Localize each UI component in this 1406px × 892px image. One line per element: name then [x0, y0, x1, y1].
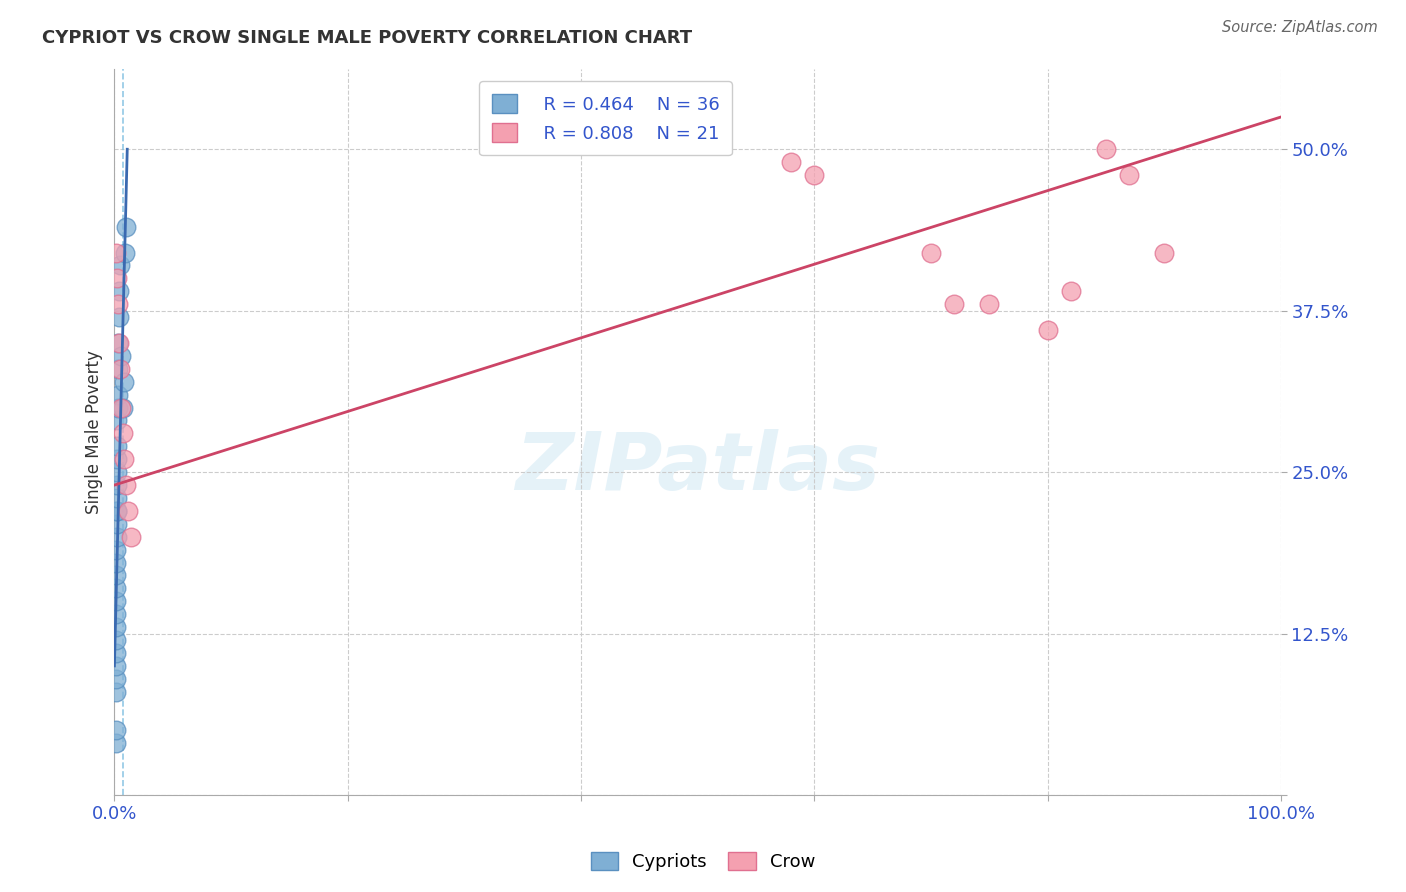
- Point: [104, 556, 127, 570]
- Point: [108, 310, 131, 325]
- Point: [105, 530, 128, 544]
- Point: [104, 646, 127, 660]
- Point: [920, 245, 942, 260]
- Point: [104, 633, 127, 648]
- Text: ZIPatlas: ZIPatlas: [515, 429, 880, 508]
- Point: [105, 413, 128, 427]
- Point: [104, 582, 127, 596]
- Point: [105, 478, 128, 492]
- Point: [115, 478, 138, 492]
- Point: [105, 271, 128, 285]
- Point: [107, 297, 129, 311]
- Point: [1118, 168, 1140, 182]
- Point: [105, 504, 128, 518]
- Point: [115, 219, 138, 234]
- Point: [979, 297, 1001, 311]
- Point: [104, 607, 127, 622]
- Text: Source: ZipAtlas.com: Source: ZipAtlas.com: [1222, 20, 1378, 35]
- Point: [105, 465, 128, 479]
- Point: [117, 504, 139, 518]
- Legend:   R = 0.464    N = 36,   R = 0.808    N = 21: R = 0.464 N = 36, R = 0.808 N = 21: [479, 81, 733, 155]
- Point: [1095, 142, 1118, 156]
- Point: [120, 530, 142, 544]
- Legend: Cypriots, Crow: Cypriots, Crow: [583, 845, 823, 879]
- Point: [104, 684, 127, 698]
- Point: [105, 516, 128, 531]
- Point: [104, 568, 127, 582]
- Point: [105, 452, 128, 467]
- Point: [112, 375, 135, 389]
- Point: [104, 542, 127, 557]
- Point: [104, 736, 127, 750]
- Point: [105, 504, 128, 518]
- Point: [114, 245, 136, 260]
- Point: [1036, 323, 1059, 337]
- Point: [108, 285, 131, 299]
- Point: [108, 336, 131, 351]
- Point: [105, 491, 128, 505]
- Point: [112, 452, 135, 467]
- Point: [104, 245, 127, 260]
- Point: [1153, 245, 1175, 260]
- Point: [780, 155, 803, 169]
- Point: [105, 439, 128, 453]
- Point: [943, 297, 966, 311]
- Point: [107, 361, 129, 376]
- Point: [104, 672, 127, 686]
- Point: [104, 723, 127, 738]
- Point: [803, 168, 825, 182]
- Point: [1060, 285, 1083, 299]
- Point: [104, 594, 127, 608]
- Point: [111, 426, 134, 441]
- Point: [107, 401, 129, 415]
- Text: CYPRIOT VS CROW SINGLE MALE POVERTY CORRELATION CHART: CYPRIOT VS CROW SINGLE MALE POVERTY CORR…: [42, 29, 692, 46]
- Point: [110, 361, 132, 376]
- Y-axis label: Single Male Poverty: Single Male Poverty: [86, 350, 103, 514]
- Point: [104, 620, 127, 634]
- Point: [110, 401, 132, 415]
- Point: [107, 387, 129, 401]
- Point: [104, 659, 127, 673]
- Point: [110, 259, 132, 273]
- Point: [107, 336, 129, 351]
- Point: [110, 349, 132, 363]
- Point: [111, 401, 134, 415]
